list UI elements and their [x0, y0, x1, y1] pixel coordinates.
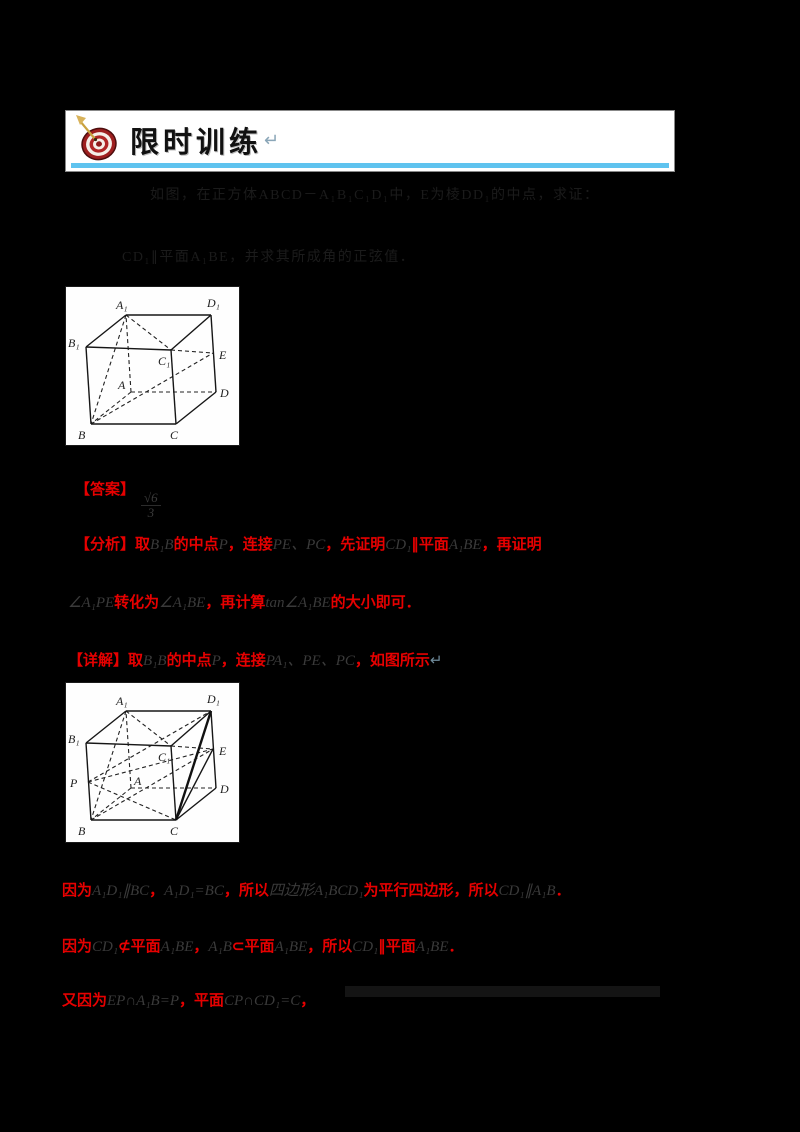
- cube-figure-1: A₁ D₁ B₁ C₁ E A D B C: [65, 286, 240, 446]
- vertex-label-D: D: [219, 386, 229, 400]
- dart-shaft: [79, 120, 96, 140]
- vertex-label-B: B: [78, 824, 86, 838]
- detail-line: 【详解】取B₁B的中点P，连接PA₁、PE、PC，如图所示↵: [68, 652, 443, 669]
- dart-feather: [76, 115, 86, 125]
- vertex-label-D: D: [219, 782, 229, 796]
- header-underline: [71, 163, 669, 168]
- dartboard-icon: [76, 115, 117, 161]
- problem-text-line1: 如图，在正方体ABCD－A₁B₁C₁D₁中，E为棱DD₁的中点，求证：: [150, 188, 600, 203]
- vertex-label-D1: D₁: [206, 692, 220, 706]
- vertex-label-A: A: [133, 774, 142, 788]
- answer-line: 【答案】 √6 3: [75, 478, 161, 519]
- vertex-label-P: P: [69, 776, 78, 790]
- vertex-label-C1: C₁: [158, 354, 170, 368]
- solution-line2: 因为CD₁⊄平面A₁BE，A₁B⊂平面A₁BE，所以CD₁∥平面A₁BE．: [62, 938, 464, 955]
- vertex-label-A: A: [117, 378, 126, 392]
- header-inner: 限时训练 ↵: [74, 113, 279, 167]
- faint-text-remnant: [345, 986, 660, 997]
- solution-line3: 又因为EP∩A₁B=P，平面CP∩CD₁=C，: [62, 992, 316, 1009]
- vertex-label-D1: D₁: [206, 296, 220, 310]
- return-mark: ↵: [429, 652, 443, 669]
- vertex-label-B1: B₁: [68, 732, 80, 746]
- vertex-label-A1: A₁: [115, 694, 128, 708]
- vertex-label-B1: B₁: [68, 336, 80, 350]
- vertex-label-C: C: [170, 824, 179, 838]
- vertex-label-E: E: [218, 744, 227, 758]
- solution-line1: 因为A₁D₁∥BC，A₁D₁=BC，所以四边形A₁BCD₁为平行四边形，所以CD…: [62, 882, 571, 899]
- page-title: 限时训练: [130, 127, 263, 159]
- problem-text-line2: CD₁∥平面A₁BE，并求其所成角的正弦值．: [122, 250, 416, 265]
- vertex-label-B: B: [78, 428, 86, 442]
- answer-label: 【答案】: [75, 481, 136, 498]
- header-card: 限时训练 ↵: [65, 110, 675, 172]
- vertex-label-C: C: [170, 428, 179, 442]
- cube-figure-2: A₁ D₁ B₁ C₁ E P A D B C: [65, 682, 240, 843]
- vertex-label-C1: C₁: [158, 750, 170, 764]
- vertex-label-A1: A₁: [115, 298, 128, 312]
- analysis-line2: ∠A₁PE转化为∠A₁BE，再计算tan∠A₁BE的大小即可．: [68, 594, 421, 611]
- analysis-line1: 【分析】取B₁B的中点P，连接PE、PC，先证明CD₁∥平面A₁BE，再证明: [75, 536, 542, 553]
- vertex-label-E: E: [218, 348, 227, 362]
- answer-fraction: √6 3: [141, 491, 161, 519]
- paragraph-return-mark: ↵: [264, 129, 280, 150]
